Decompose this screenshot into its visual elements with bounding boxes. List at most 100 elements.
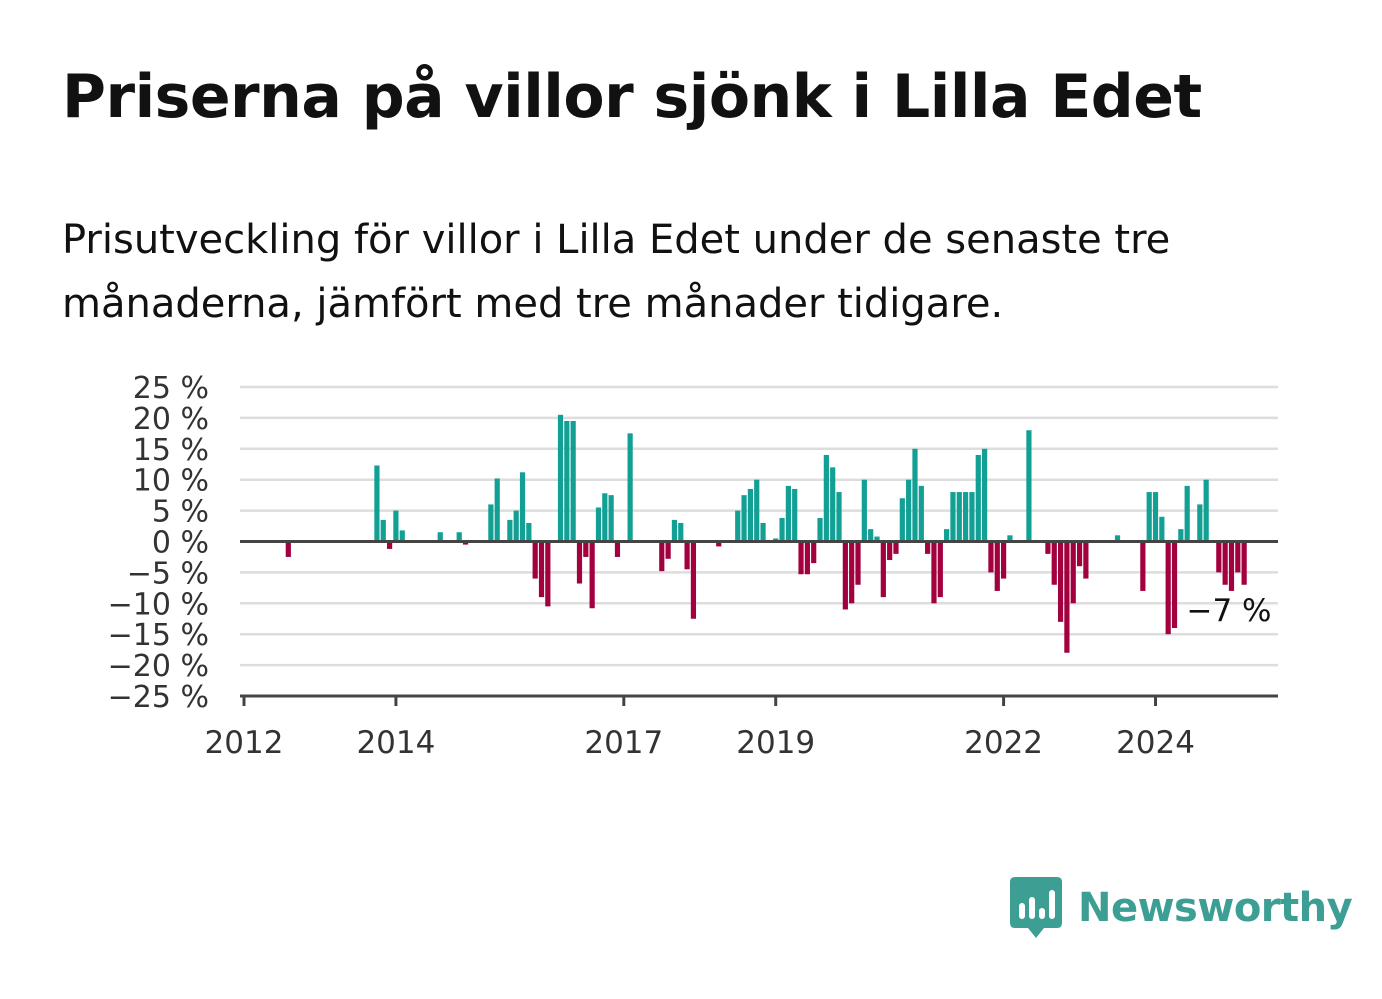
x-tick-label: 2022 (964, 725, 1043, 761)
bar (1171, 541, 1178, 629)
bar (1241, 541, 1247, 585)
chart-subtitle: Prisutveckling för villor i Lilla Edet u… (62, 217, 1171, 327)
bar (994, 541, 1000, 591)
bar (665, 541, 671, 559)
bar (1045, 541, 1051, 554)
bar (912, 448, 918, 542)
bar (507, 519, 513, 542)
y-tick-label: 15 % (133, 433, 209, 468)
bar (855, 541, 861, 585)
bar (564, 420, 570, 542)
x-tick-label: 2019 (736, 725, 815, 761)
bar (811, 541, 817, 564)
x-tick-label: 2024 (1116, 725, 1195, 761)
bar (1152, 492, 1159, 542)
bar (1178, 529, 1184, 542)
bar (785, 485, 791, 542)
bar (982, 448, 988, 542)
bar (557, 414, 564, 542)
bar (671, 519, 678, 542)
y-tick-label: −5 % (127, 556, 209, 591)
bar (963, 492, 969, 542)
bar (1222, 541, 1228, 585)
bar (874, 536, 880, 542)
bar (1184, 485, 1190, 542)
bar (684, 541, 690, 570)
bar (792, 488, 798, 542)
bar (1203, 479, 1209, 542)
bar (1146, 492, 1152, 542)
bar (602, 493, 608, 542)
bar (735, 510, 741, 542)
y-tick-label: 25 % (133, 371, 209, 406)
bar (823, 454, 829, 542)
bar (880, 541, 886, 598)
tick-labels: 25 %20 %15 %10 %5 %0 %−5 %−10 %−15 %−20 … (108, 371, 1195, 761)
bar (906, 479, 912, 542)
brand-name: Newsworthy (1078, 885, 1353, 931)
bar (380, 519, 386, 542)
bar (747, 488, 753, 542)
bar (804, 541, 810, 575)
bar (285, 541, 291, 557)
bar (570, 420, 576, 542)
bar (614, 541, 621, 557)
y-tick-label: 0 % (152, 526, 209, 561)
y-tick-label: 5 % (152, 495, 209, 530)
bar (393, 510, 399, 542)
bar (1216, 541, 1222, 573)
bar (830, 467, 836, 542)
bar (925, 541, 931, 554)
bar (836, 492, 842, 542)
bar (893, 541, 899, 554)
bar (374, 465, 380, 542)
bar (583, 541, 589, 557)
bar (456, 532, 462, 542)
bar (1064, 541, 1070, 653)
axes (240, 540, 1278, 706)
bar (950, 492, 956, 542)
bar (944, 529, 950, 542)
bar (608, 495, 614, 542)
bar (589, 541, 595, 609)
bar (659, 541, 665, 572)
bar (462, 541, 469, 545)
bar (1165, 541, 1171, 635)
bar (399, 530, 405, 542)
bar (937, 541, 943, 598)
bar (513, 510, 519, 542)
latest-value-annotation: −7 % (1186, 593, 1271, 629)
bar (678, 522, 684, 542)
newsworthy-logo-icon (1010, 877, 1062, 938)
y-tick-label: −10 % (108, 587, 209, 622)
chart-title: Priserna på villor sjönk i Lilla Edet (62, 62, 1202, 132)
bar (1159, 516, 1165, 542)
bar (545, 541, 551, 607)
bar (690, 541, 697, 619)
bar (779, 518, 785, 542)
bar (1235, 541, 1241, 573)
bar (1076, 541, 1083, 567)
bar (899, 498, 905, 542)
bar (1026, 430, 1032, 542)
bars (285, 414, 1247, 653)
bar (931, 541, 937, 604)
y-tick-label: −15 % (108, 618, 209, 653)
bar (1140, 541, 1146, 591)
newsworthy-brand: Newsworthy (1010, 876, 1353, 940)
bar (1007, 535, 1013, 542)
bar (1114, 535, 1121, 542)
bar (969, 492, 975, 542)
bar (538, 541, 545, 598)
y-tick-label: 20 % (133, 402, 209, 437)
bar (627, 433, 633, 542)
bar (849, 541, 855, 604)
y-tick-label: −20 % (108, 649, 209, 684)
bar (576, 541, 583, 584)
bar (988, 541, 994, 573)
bar (887, 541, 893, 561)
bar (741, 495, 747, 542)
bar (595, 507, 602, 542)
bar (760, 522, 766, 542)
x-tick-label: 2014 (356, 725, 435, 761)
